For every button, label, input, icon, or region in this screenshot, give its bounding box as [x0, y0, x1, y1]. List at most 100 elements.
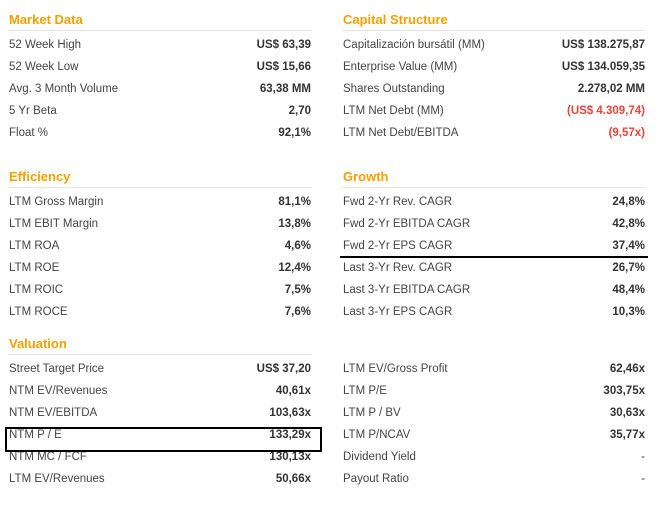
valuation-row: NTM EV/Revenues 40,61x — [8, 380, 312, 402]
row-label: LTM EV/Gross Profit — [343, 363, 448, 375]
row-value: 103,63x — [269, 407, 311, 419]
row-label: Enterprise Value (MM) — [343, 61, 458, 73]
row-value: 26,7% — [612, 262, 645, 274]
row-label: Float % — [9, 127, 48, 139]
row-label: NTM EV/Revenues — [9, 385, 108, 397]
capital-structure-title: Capital Structure — [342, 10, 646, 31]
row-label: NTM MC / FCF — [9, 451, 87, 463]
efficiency-row: LTM EBIT Margin 13,8% — [8, 213, 312, 235]
growth-row: Fwd 2-Yr Rev. CAGR 24,8% — [342, 191, 646, 213]
row-value: 37,4% — [612, 240, 645, 252]
row-value: 48,4% — [612, 284, 645, 296]
row-label: Fwd 2-Yr EPS CAGR — [343, 240, 453, 252]
row-label: Avg. 3 Month Volume — [9, 83, 119, 95]
row-label: Last 3-Yr EBITDA CAGR — [343, 284, 471, 296]
row-value: US$ 37,20 — [256, 363, 311, 375]
growth-row-highlighted: Fwd 2-Yr EPS CAGR 37,4% — [342, 235, 646, 257]
row-label: Shares Outstanding — [343, 83, 445, 95]
valuation-row: NTM EV/EBITDA 103,63x — [8, 402, 312, 424]
row-label: LTM Gross Margin — [9, 196, 104, 208]
row-value: 13,8% — [278, 218, 311, 230]
row-label: LTM ROCE — [9, 306, 68, 318]
valuation-section: Valuation Street Target Price US$ 37,20 N… — [8, 334, 312, 490]
market-data-row: 52 Week High US$ 63,39 — [8, 34, 312, 56]
row-label: Last 3-Yr Rev. CAGR — [343, 262, 453, 274]
row-value: 4,6% — [284, 240, 311, 252]
valuation-row: Dividend Yield - — [342, 446, 646, 468]
valuation-row-highlighted: NTM P / E 133,29x — [8, 424, 312, 446]
valuation-row: LTM P / BV 30,63x — [342, 402, 646, 424]
row-value-negative: (9,57x) — [608, 127, 645, 139]
row-label: Fwd 2-Yr EBITDA CAGR — [343, 218, 471, 230]
row-value: 2,70 — [288, 105, 311, 117]
row-label: LTM EV/Revenues — [9, 473, 105, 485]
row-value: 81,1% — [278, 196, 311, 208]
efficiency-row: LTM ROE 12,4% — [8, 257, 312, 279]
row-value: 2.278,02 MM — [577, 83, 645, 95]
row-value: 12,4% — [278, 262, 311, 274]
valuation-row: LTM EV/Gross Profit 62,46x — [342, 358, 646, 380]
capital-structure-row: LTM Net Debt (MM) (US$ 4.309,74) — [342, 100, 646, 122]
row-value: 42,8% — [612, 218, 645, 230]
row-value: - — [641, 473, 645, 485]
capital-structure-row: LTM Net Debt/EBITDA (9,57x) — [342, 122, 646, 144]
row-value: 7,5% — [284, 284, 311, 296]
market-data-row: Avg. 3 Month Volume 63,38 MM — [8, 78, 312, 100]
growth-row: Last 3-Yr Rev. CAGR 26,7% — [342, 257, 646, 279]
row-value: US$ 15,66 — [256, 61, 311, 73]
row-value-negative: (US$ 4.309,74) — [567, 105, 645, 117]
row-value: 62,46x — [609, 363, 645, 375]
row-label: LTM ROA — [9, 240, 60, 252]
valuation-right-section: LTM EV/Gross Profit 62,46x LTM P/E 303,75x… — [342, 358, 646, 490]
capital-structure-row: Enterprise Value (MM) US$ 134.059,35 — [342, 56, 646, 78]
row-label: NTM P / E — [9, 429, 62, 441]
growth-row: Fwd 2-Yr EBITDA CAGR 42,8% — [342, 213, 646, 235]
row-value: 7,6% — [284, 306, 311, 318]
growth-title: Growth — [342, 167, 646, 188]
row-value: 50,66x — [275, 473, 311, 485]
row-label: Capitalización bursátil (MM) — [343, 39, 485, 51]
valuation-row: Street Target Price US$ 37,20 — [8, 358, 312, 380]
row-label: Payout Ratio — [343, 473, 409, 485]
highlight-box — [5, 427, 322, 452]
row-value: 63,38 MM — [259, 83, 311, 95]
row-label: Dividend Yield — [343, 451, 416, 463]
row-value: US$ 134.059,35 — [561, 61, 645, 73]
growth-row: Last 3-Yr EPS CAGR 10,3% — [342, 301, 646, 323]
row-label: 52 Week High — [9, 39, 82, 51]
capital-structure-row: Shares Outstanding 2.278,02 MM — [342, 78, 646, 100]
row-value: 133,29x — [269, 429, 311, 441]
row-label: LTM P/NCAV — [343, 429, 411, 441]
row-label: LTM P / BV — [343, 407, 401, 419]
row-label: LTM Net Debt (MM) — [343, 105, 444, 117]
valuation-row: NTM MC / FCF 130,13x — [8, 446, 312, 468]
market-data-row: 5 Yr Beta 2,70 — [8, 100, 312, 122]
growth-row: Last 3-Yr EBITDA CAGR 48,4% — [342, 279, 646, 301]
row-label: LTM ROIC — [9, 284, 64, 296]
row-value: 303,75x — [603, 385, 645, 397]
row-label: 52 Week Low — [9, 61, 79, 73]
efficiency-row: LTM Gross Margin 81,1% — [8, 191, 312, 213]
row-label: Last 3-Yr EPS CAGR — [343, 306, 453, 318]
row-value: 30,63x — [609, 407, 645, 419]
valuation-title: Valuation — [8, 334, 312, 355]
efficiency-title: Efficiency — [8, 167, 312, 188]
row-value: 40,61x — [275, 385, 311, 397]
market-data-row: 52 Week Low US$ 15,66 — [8, 56, 312, 78]
valuation-row: LTM P/E 303,75x — [342, 380, 646, 402]
row-label: Fwd 2-Yr Rev. CAGR — [343, 196, 453, 208]
row-value: 10,3% — [612, 306, 645, 318]
row-label: LTM Net Debt/EBITDA — [343, 127, 459, 139]
valuation-row: LTM P/NCAV 35,77x — [342, 424, 646, 446]
row-label: NTM EV/EBITDA — [9, 407, 98, 419]
row-label: LTM EBIT Margin — [9, 218, 99, 230]
capital-structure-section: Capital Structure Capitalización bursáti… — [342, 10, 646, 144]
row-value: 24,8% — [612, 196, 645, 208]
market-data-row: Float % 92,1% — [8, 122, 312, 144]
row-value: - — [641, 451, 645, 463]
market-data-title: Market Data — [8, 10, 312, 31]
row-label: 5 Yr Beta — [9, 105, 57, 117]
row-value: 35,77x — [609, 429, 645, 441]
row-label: Street Target Price — [9, 363, 105, 375]
valuation-row: Payout Ratio - — [342, 468, 646, 490]
